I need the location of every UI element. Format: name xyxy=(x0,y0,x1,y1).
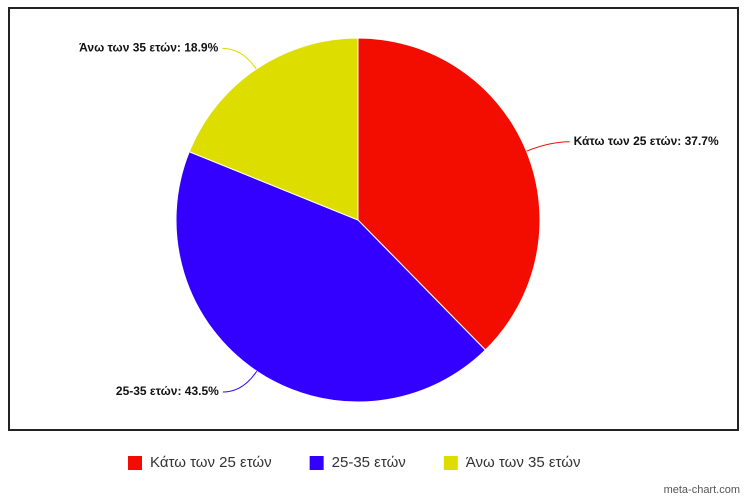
legend-swatch xyxy=(443,456,458,470)
pie-slice xyxy=(175,151,487,403)
legend-label: Κάτω των 25 ετών xyxy=(150,454,272,471)
legend-swatch xyxy=(128,456,142,470)
leader-line xyxy=(526,141,570,152)
leader-line xyxy=(222,47,257,70)
pie-slice xyxy=(357,37,541,351)
leader-line xyxy=(222,370,258,393)
data-label: Άνω των 35 ετών: 18.9% xyxy=(79,41,218,55)
credit: meta-chart.com xyxy=(664,484,740,496)
legend-label: Άνω των 35 ετών xyxy=(466,454,581,471)
pie-slice xyxy=(188,37,359,221)
legend-swatch xyxy=(309,456,324,470)
legend-label: 25-35 ετών xyxy=(332,454,406,471)
data-label: 25-35 ετών: 43.5% xyxy=(116,384,219,398)
data-label: Κάτω των 25 ετών: 37.7% xyxy=(574,134,719,148)
